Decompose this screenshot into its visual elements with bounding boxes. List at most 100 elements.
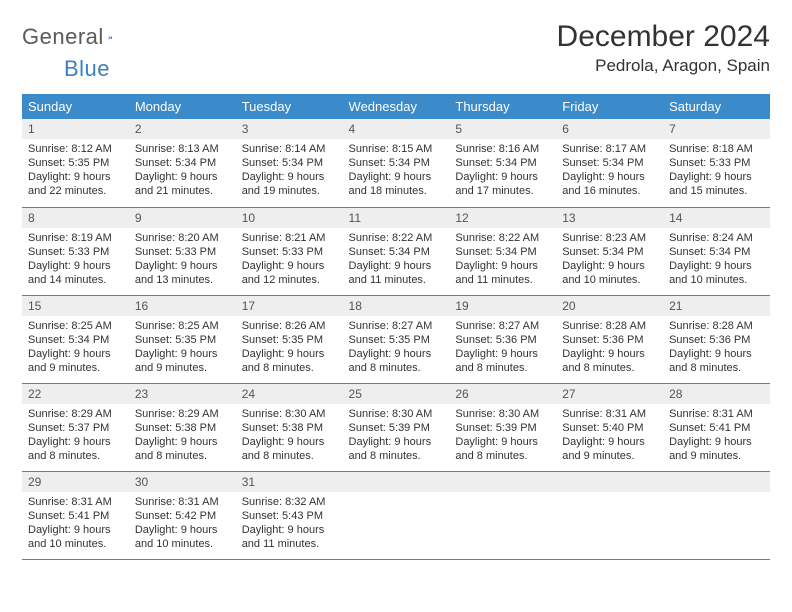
day-line-d1: Daylight: 9 hours: [28, 523, 123, 537]
day-line-d1: Daylight: 9 hours: [562, 170, 657, 184]
day-line-d2: and 17 minutes.: [455, 184, 550, 198]
calendar-table: Sunday Monday Tuesday Wednesday Thursday…: [22, 94, 770, 560]
weekday-header: Saturday: [663, 94, 770, 119]
day-number: 12: [449, 208, 556, 228]
day-line-ss: Sunset: 5:42 PM: [135, 509, 230, 523]
day-line-ss: Sunset: 5:39 PM: [455, 421, 550, 435]
day-line-sr: Sunrise: 8:27 AM: [455, 319, 550, 333]
day-line-ss: Sunset: 5:41 PM: [669, 421, 764, 435]
day-line-ss: Sunset: 5:39 PM: [349, 421, 444, 435]
day-line-sr: Sunrise: 8:21 AM: [242, 231, 337, 245]
day-line-sr: Sunrise: 8:22 AM: [349, 231, 444, 245]
day-line-d2: and 9 minutes.: [135, 361, 230, 375]
day-line-d1: Daylight: 9 hours: [135, 259, 230, 273]
day-details: Sunrise: 8:17 AMSunset: 5:34 PMDaylight:…: [556, 139, 663, 202]
day-details: Sunrise: 8:23 AMSunset: 5:34 PMDaylight:…: [556, 228, 663, 291]
calendar-day-cell: 16Sunrise: 8:25 AMSunset: 5:35 PMDayligh…: [129, 295, 236, 383]
day-line-sr: Sunrise: 8:30 AM: [455, 407, 550, 421]
day-line-sr: Sunrise: 8:24 AM: [669, 231, 764, 245]
day-line-ss: Sunset: 5:35 PM: [135, 333, 230, 347]
day-line-sr: Sunrise: 8:31 AM: [669, 407, 764, 421]
calendar-day-cell: 9Sunrise: 8:20 AMSunset: 5:33 PMDaylight…: [129, 207, 236, 295]
day-line-ss: Sunset: 5:33 PM: [669, 156, 764, 170]
day-line-d1: Daylight: 9 hours: [242, 259, 337, 273]
day-details: Sunrise: 8:25 AMSunset: 5:35 PMDaylight:…: [129, 316, 236, 379]
day-line-ss: Sunset: 5:33 PM: [242, 245, 337, 259]
day-line-ss: Sunset: 5:36 PM: [669, 333, 764, 347]
calendar-day-cell: 27Sunrise: 8:31 AMSunset: 5:40 PMDayligh…: [556, 383, 663, 471]
day-line-d2: and 11 minutes.: [349, 273, 444, 287]
calendar-day-cell: 30Sunrise: 8:31 AMSunset: 5:42 PMDayligh…: [129, 471, 236, 559]
day-line-d2: and 8 minutes.: [562, 361, 657, 375]
weekday-header: Friday: [556, 94, 663, 119]
day-details: Sunrise: 8:21 AMSunset: 5:33 PMDaylight:…: [236, 228, 343, 291]
day-number: 4: [343, 119, 450, 139]
day-details: Sunrise: 8:18 AMSunset: 5:33 PMDaylight:…: [663, 139, 770, 202]
day-line-d2: and 14 minutes.: [28, 273, 123, 287]
day-number: 20: [556, 296, 663, 316]
day-details: Sunrise: 8:20 AMSunset: 5:33 PMDaylight:…: [129, 228, 236, 291]
day-line-ss: Sunset: 5:35 PM: [28, 156, 123, 170]
day-line-ss: Sunset: 5:35 PM: [242, 333, 337, 347]
calendar-day-cell: [556, 471, 663, 559]
day-line-sr: Sunrise: 8:14 AM: [242, 142, 337, 156]
calendar-day-cell: 20Sunrise: 8:28 AMSunset: 5:36 PMDayligh…: [556, 295, 663, 383]
day-details: Sunrise: 8:30 AMSunset: 5:39 PMDaylight:…: [343, 404, 450, 467]
day-line-d1: Daylight: 9 hours: [455, 259, 550, 273]
day-number: 21: [663, 296, 770, 316]
day-number: 25: [343, 384, 450, 404]
day-line-d1: Daylight: 9 hours: [669, 259, 764, 273]
day-line-d2: and 21 minutes.: [135, 184, 230, 198]
calendar-day-cell: 23Sunrise: 8:29 AMSunset: 5:38 PMDayligh…: [129, 383, 236, 471]
day-line-ss: Sunset: 5:34 PM: [669, 245, 764, 259]
calendar-day-cell: 19Sunrise: 8:27 AMSunset: 5:36 PMDayligh…: [449, 295, 556, 383]
day-line-d2: and 9 minutes.: [28, 361, 123, 375]
calendar-day-cell: 28Sunrise: 8:31 AMSunset: 5:41 PMDayligh…: [663, 383, 770, 471]
day-details: Sunrise: 8:31 AMSunset: 5:41 PMDaylight:…: [663, 404, 770, 467]
calendar-week-row: 22Sunrise: 8:29 AMSunset: 5:37 PMDayligh…: [22, 383, 770, 471]
day-number: 14: [663, 208, 770, 228]
day-line-sr: Sunrise: 8:31 AM: [562, 407, 657, 421]
day-line-d1: Daylight: 9 hours: [669, 435, 764, 449]
weekday-header: Thursday: [449, 94, 556, 119]
day-line-d1: Daylight: 9 hours: [669, 347, 764, 361]
calendar-day-cell: 6Sunrise: 8:17 AMSunset: 5:34 PMDaylight…: [556, 119, 663, 207]
day-number: 8: [22, 208, 129, 228]
day-line-d2: and 15 minutes.: [669, 184, 764, 198]
day-line-d2: and 18 minutes.: [349, 184, 444, 198]
day-line-ss: Sunset: 5:35 PM: [349, 333, 444, 347]
day-line-ss: Sunset: 5:34 PM: [242, 156, 337, 170]
day-line-ss: Sunset: 5:34 PM: [455, 245, 550, 259]
day-line-d1: Daylight: 9 hours: [135, 523, 230, 537]
day-line-ss: Sunset: 5:40 PM: [562, 421, 657, 435]
day-line-d1: Daylight: 9 hours: [135, 170, 230, 184]
day-number: 10: [236, 208, 343, 228]
weekday-header-row: Sunday Monday Tuesday Wednesday Thursday…: [22, 94, 770, 119]
calendar-week-row: 29Sunrise: 8:31 AMSunset: 5:41 PMDayligh…: [22, 471, 770, 559]
day-line-sr: Sunrise: 8:19 AM: [28, 231, 123, 245]
calendar-day-cell: 11Sunrise: 8:22 AMSunset: 5:34 PMDayligh…: [343, 207, 450, 295]
day-number: 23: [129, 384, 236, 404]
day-details: Sunrise: 8:27 AMSunset: 5:35 PMDaylight:…: [343, 316, 450, 379]
day-line-ss: Sunset: 5:38 PM: [242, 421, 337, 435]
day-line-d2: and 10 minutes.: [669, 273, 764, 287]
day-line-d2: and 8 minutes.: [349, 449, 444, 463]
calendar-day-cell: 26Sunrise: 8:30 AMSunset: 5:39 PMDayligh…: [449, 383, 556, 471]
day-details: Sunrise: 8:29 AMSunset: 5:37 PMDaylight:…: [22, 404, 129, 467]
day-line-d1: Daylight: 9 hours: [28, 435, 123, 449]
calendar-day-cell: 24Sunrise: 8:30 AMSunset: 5:38 PMDayligh…: [236, 383, 343, 471]
day-number: 16: [129, 296, 236, 316]
day-line-d2: and 13 minutes.: [135, 273, 230, 287]
day-line-sr: Sunrise: 8:29 AM: [28, 407, 123, 421]
calendar-day-cell: [663, 471, 770, 559]
day-number: 22: [22, 384, 129, 404]
day-line-d1: Daylight: 9 hours: [455, 347, 550, 361]
calendar-day-cell: 21Sunrise: 8:28 AMSunset: 5:36 PMDayligh…: [663, 295, 770, 383]
day-number: 6: [556, 119, 663, 139]
calendar-week-row: 1Sunrise: 8:12 AMSunset: 5:35 PMDaylight…: [22, 119, 770, 207]
day-number: 1: [22, 119, 129, 139]
day-line-sr: Sunrise: 8:22 AM: [455, 231, 550, 245]
location: Pedrola, Aragon, Spain: [557, 56, 770, 76]
day-details: Sunrise: 8:31 AMSunset: 5:41 PMDaylight:…: [22, 492, 129, 555]
day-line-ss: Sunset: 5:34 PM: [455, 156, 550, 170]
